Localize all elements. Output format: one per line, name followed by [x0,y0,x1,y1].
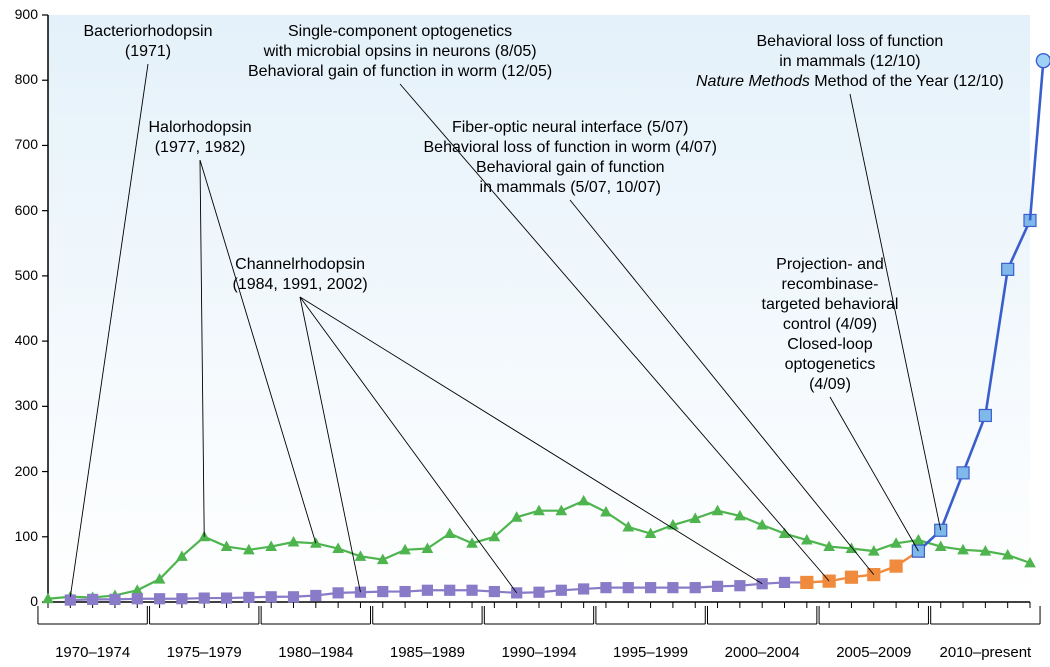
optogenetics-timeline-chart: 0 100 200 300 400 500 600 700 800 900 1970–1974197… [0,0,1050,667]
decade-label: 1985–1989 [372,644,482,661]
decade-label: 2010–present [930,644,1040,661]
decade-label: 2005–2009 [819,644,929,661]
y-tick-label: 700 [4,136,38,152]
annotation-single-component: Single-component optogeneticswith microb… [248,22,552,82]
decade-label: 1975–1979 [149,644,259,661]
decade-label: 1970–1974 [38,644,148,661]
annotation-bacteriorhodopsin: Bacteriorhodopsin(1971) [84,22,213,62]
y-tick-label: 500 [4,267,38,283]
annotation-fiber-optic: Fiber-optic neural interface (5/07)Behav… [424,118,717,198]
y-tick-label: 800 [4,71,38,87]
y-tick-label: 200 [4,463,38,479]
y-tick-label: 300 [4,397,38,413]
y-tick-label: 400 [4,332,38,348]
decade-label: 1980–1984 [261,644,371,661]
y-tick-label: 600 [4,202,38,218]
annotation-behavioral-mammals: Behavioral loss of functionin mammals (1… [696,32,1004,92]
annotation-projection: Projection- andrecombinase-targeted beha… [762,255,899,395]
decade-label: 2000–2004 [707,644,817,661]
annotation-channelrhodopsin: Channelrhodopsin(1984, 1991, 2002) [233,255,368,295]
annotation-halorhodopsin: Halorhodopsin(1977, 1982) [149,118,252,158]
y-tick-label: 100 [4,528,38,544]
decade-label: 1990–1994 [484,644,594,661]
y-tick-label: 900 [4,6,38,22]
y-tick-label: 0 [4,593,38,609]
decade-label: 1995–1999 [596,644,706,661]
